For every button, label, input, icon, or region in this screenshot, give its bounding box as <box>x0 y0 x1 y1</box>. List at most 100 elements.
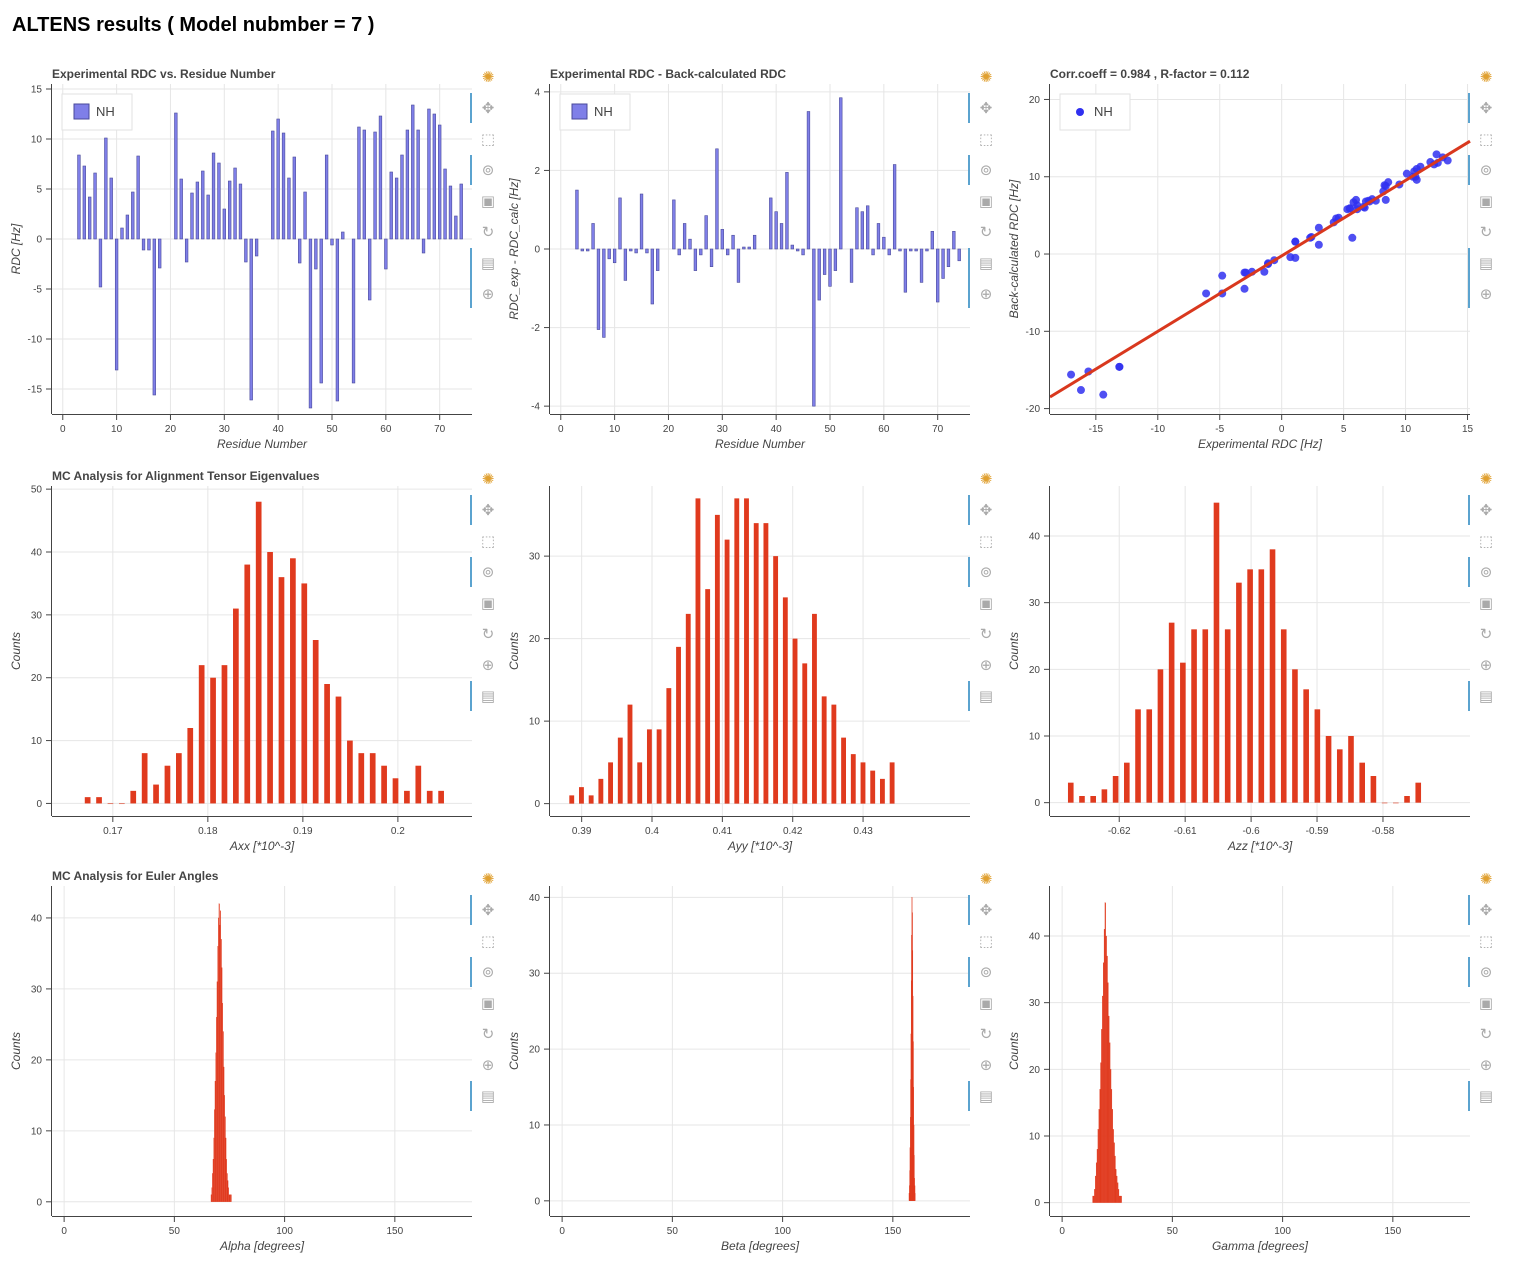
chart-title: Experimental RDC vs. Residue Number <box>52 67 276 81</box>
crosshair-icon[interactable]: ⊕ <box>979 657 993 674</box>
wheel-zoom-icon[interactable]: ⊚ <box>1479 964 1493 981</box>
y-tick-label: -10 <box>1026 327 1041 338</box>
bar <box>828 248 832 287</box>
pan-icon[interactable]: ✥ <box>481 100 495 117</box>
wheel-zoom-icon[interactable]: ⊚ <box>481 564 495 581</box>
box-zoom-icon[interactable]: ⬚ <box>1478 533 1494 550</box>
box-zoom-icon[interactable]: ⬚ <box>1478 131 1494 148</box>
axes: 0 50 100 150 0 10 20 30 40 <box>31 886 472 1237</box>
grid <box>52 486 472 816</box>
hover-icon[interactable]: ▤ <box>978 255 994 272</box>
crosshair-icon[interactable]: ⊕ <box>481 286 495 303</box>
crosshair-icon[interactable]: ⊕ <box>481 657 495 674</box>
bar <box>254 238 259 257</box>
hover-icon[interactable]: ▤ <box>480 1088 496 1105</box>
box-zoom-icon[interactable]: ⬚ <box>978 131 994 148</box>
pan-icon[interactable]: ✥ <box>481 902 495 919</box>
data-marks <box>569 498 895 804</box>
hover-icon[interactable]: ▤ <box>978 1088 994 1105</box>
pan-icon[interactable]: ✥ <box>1479 100 1493 117</box>
y-tick-label: 20 <box>31 673 43 684</box>
reset-icon[interactable]: ↻ <box>1479 1026 1493 1043</box>
bar <box>152 238 156 396</box>
scatter-point <box>1432 150 1441 159</box>
reset-icon[interactable]: ↻ <box>481 626 495 643</box>
bar <box>184 238 189 263</box>
crosshair-icon[interactable]: ⊕ <box>979 286 993 303</box>
hover-icon[interactable]: ▤ <box>1478 688 1494 705</box>
hover-icon[interactable]: ▤ <box>480 255 496 272</box>
wheel-zoom-icon[interactable]: ⊚ <box>1479 564 1493 581</box>
scatter-point <box>1241 268 1250 277</box>
box-zoom-icon[interactable]: ⬚ <box>480 933 496 950</box>
y-tick-label: 40 <box>31 548 43 559</box>
reset-icon[interactable]: ↻ <box>979 626 993 643</box>
save-icon[interactable]: ▣ <box>1478 995 1494 1012</box>
hover-icon[interactable]: ▤ <box>978 688 994 705</box>
x-tick-label: 10 <box>609 424 621 435</box>
reset-icon[interactable]: ↻ <box>481 1026 495 1043</box>
crosshair-icon[interactable]: ⊕ <box>1479 657 1493 674</box>
bar <box>645 248 649 254</box>
bar <box>887 248 891 256</box>
reset-icon[interactable]: ↻ <box>481 224 495 241</box>
scatter-point <box>1202 289 1211 298</box>
y-tick-label: 2 <box>534 166 540 177</box>
scatter-point <box>1067 370 1076 379</box>
pan-icon[interactable]: ✥ <box>979 902 993 919</box>
bar <box>1146 709 1153 803</box>
pan-icon[interactable]: ✥ <box>979 100 993 117</box>
reset-icon[interactable]: ↻ <box>1479 224 1493 241</box>
pan-icon[interactable]: ✥ <box>1479 502 1493 519</box>
bar <box>1236 582 1242 803</box>
pan-icon[interactable]: ✥ <box>979 502 993 519</box>
box-zoom-icon[interactable]: ⬚ <box>1478 933 1494 950</box>
bar <box>685 613 691 804</box>
box-zoom-icon[interactable]: ⬚ <box>978 533 994 550</box>
bar <box>736 248 741 283</box>
save-icon[interactable]: ▣ <box>480 995 496 1012</box>
save-icon[interactable]: ▣ <box>978 595 994 612</box>
crosshair-icon[interactable]: ⊕ <box>1479 286 1493 303</box>
crosshair-icon[interactable]: ⊕ <box>481 1057 495 1074</box>
bar <box>598 778 604 804</box>
save-icon[interactable]: ▣ <box>480 595 496 612</box>
bar <box>1109 1042 1111 1203</box>
x-tick-label: 100 <box>1274 1226 1291 1237</box>
bar <box>747 246 751 250</box>
logo-icon: ✺ <box>481 69 495 86</box>
crosshair-icon[interactable]: ⊕ <box>1479 1057 1493 1074</box>
save-icon[interactable]: ▣ <box>1478 595 1494 612</box>
hover-icon[interactable]: ▤ <box>480 688 496 705</box>
x-tick-label: 15 <box>1462 424 1474 435</box>
bar <box>438 790 444 804</box>
wheel-zoom-icon[interactable]: ⊚ <box>481 964 495 981</box>
hover-icon[interactable]: ▤ <box>1478 255 1494 272</box>
box-zoom-icon[interactable]: ⬚ <box>480 533 496 550</box>
reset-icon[interactable]: ↻ <box>1479 626 1493 643</box>
reset-icon[interactable]: ↻ <box>979 1026 993 1043</box>
bar <box>125 214 130 240</box>
save-icon[interactable]: ▣ <box>978 193 994 210</box>
wheel-zoom-icon[interactable]: ⊚ <box>1479 162 1493 179</box>
save-icon[interactable]: ▣ <box>978 995 994 1012</box>
bar <box>369 753 376 804</box>
bar <box>1094 1189 1096 1203</box>
reset-icon[interactable]: ↻ <box>979 224 993 241</box>
wheel-zoom-icon[interactable]: ⊚ <box>481 162 495 179</box>
wheel-zoom-icon[interactable]: ⊚ <box>979 964 993 981</box>
save-icon[interactable]: ▣ <box>480 193 496 210</box>
wheel-zoom-icon[interactable]: ⊚ <box>979 564 993 581</box>
box-zoom-icon[interactable]: ⬚ <box>978 933 994 950</box>
y-tick-label: 15 <box>31 85 43 96</box>
box-zoom-icon[interactable]: ⬚ <box>480 131 496 148</box>
save-icon[interactable]: ▣ <box>1478 193 1494 210</box>
pan-icon[interactable]: ✥ <box>481 502 495 519</box>
crosshair-icon[interactable]: ⊕ <box>979 1057 993 1074</box>
hover-icon[interactable]: ▤ <box>1478 1088 1494 1105</box>
wheel-zoom-icon[interactable]: ⊚ <box>979 162 993 179</box>
pan-icon[interactable]: ✥ <box>1479 902 1493 919</box>
x-tick-label: -0.59 <box>1306 826 1329 837</box>
bar <box>448 185 453 240</box>
bar <box>941 248 945 279</box>
